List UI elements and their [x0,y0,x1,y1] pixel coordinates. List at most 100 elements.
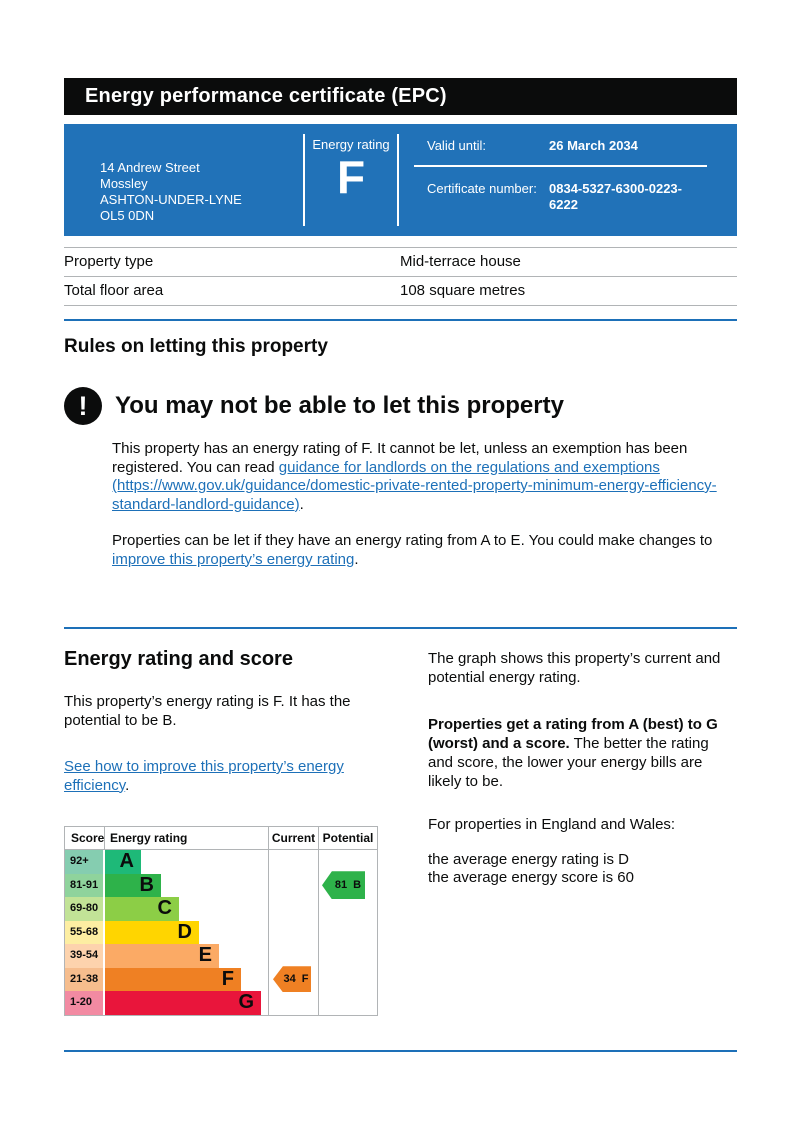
band-score-range: 69-80 [65,897,105,921]
potential-column-cell [319,921,377,945]
band-row-c: 69-80 C [65,897,377,921]
letting-para-1: This property has an energy rating of F.… [112,440,742,514]
england-wales-note: For properties in England and Wales: [428,816,676,833]
improve-paragraph-end: . [125,776,130,794]
chart-header-row: Score Energy rating Current Potential [65,827,377,850]
warning-body: This property has an energy rating of F.… [112,440,742,569]
rating-intro: This property’s energy rating is F. It h… [64,693,351,729]
band-bar-zone: F [105,967,269,991]
rating-section-title: Energy rating and score [64,648,293,670]
certificate-number-value: 0834-5327-6300-0223-6222 [549,181,682,212]
energy-rating-chart: Score Energy rating Current Potential 92+ A 81… [64,826,378,1016]
letting-para-1-end: . [299,495,304,513]
current-column-cell [269,991,319,1015]
band-bar-c: C [105,897,179,921]
table-row: Property type Mid-terrace house [64,247,737,277]
letting-para-2: Properties can be let if they have an en… [112,532,742,569]
improve-rating-link[interactable]: improve this property’s energy rating [112,550,355,568]
band-bar-f: F [105,967,241,991]
letting-para-2-text: Properties can be let if they have an en… [112,532,713,549]
certificate-summary-box: 14 Andrew Street Mossley ASHTON-UNDER-LY… [64,124,737,236]
letting-rules-title: Rules on letting this property [64,336,328,357]
valid-until-label: Valid until: [427,138,487,153]
average-score: the average energy score is 60 [428,869,634,886]
band-row-e: 39-54 E [65,944,377,968]
section-rule [64,627,737,629]
band-row-a: 92+ A [65,850,377,874]
band-score-range: 21-38 [65,967,105,991]
current-column-cell: 34 F [269,966,319,993]
address-line-4: OL5 0DN [100,208,155,223]
potential-column-cell: 81 B [319,871,377,900]
chart-header-score: Score [65,827,105,849]
certificate-number-label: Certificate number: [427,181,537,196]
band-bar-a: A [105,850,141,874]
current-rating-arrow: 34 F [273,966,311,993]
meta-divider [414,165,707,167]
band-bar-zone: G [105,991,269,1015]
potential-rating-arrow-score: 81 [334,879,348,892]
current-column-cell [269,897,319,921]
rating-explainer-bold: Properties get a rating from A (best) to… [428,716,718,752]
potential-rating-arrow-letter: B [353,879,362,892]
band-bar-zone: C [105,897,269,921]
exclamation-icon: ! [64,387,102,425]
rating-left-column: Energy rating and score This property’s … [64,629,394,1016]
page-title: Energy performance certificate (EPC) [85,85,447,107]
current-column-cell [269,944,319,968]
improve-efficiency-link[interactable]: See how to improve this property’s energ… [64,758,344,794]
current-column-cell [269,850,319,874]
letting-para-2-end: . [354,550,359,568]
potential-column-cell [319,850,377,874]
page-title-bar: Energy performance certificate (EPC) [64,78,737,115]
potential-column-cell [319,968,377,992]
bottom-rule [64,1049,737,1052]
landlord-guidance-link[interactable]: guidance for landlords on the regulation… [112,458,717,513]
current-column-cell [269,873,319,897]
average-rating: the average energy rating is D [428,851,629,868]
rating-explainer: Properties get a rating from A (best) to… [428,715,737,791]
floor-area-value: 108 square metres [400,282,526,299]
current-rating-arrow-score: 34 [283,973,296,986]
energy-rating-label: Energy rating [312,137,390,152]
rating-right-column: The graph shows this property’s current … [428,629,737,1016]
potential-column-cell [319,944,377,968]
band-row-b: 81-91 B 81 B [65,871,377,900]
address-line-3: ASHTON-UNDER-LYNE [100,192,242,207]
band-bar-zone: B [105,873,269,897]
certificate-meta: Valid until: 26 March 2034 Certificate n… [399,124,737,236]
band-bar-zone: A [105,850,269,874]
band-row-d: 55-68 D [65,920,377,945]
potential-column-cell [319,991,377,1015]
band-bar-d: D [105,920,199,944]
band-score-range: 81-91 [65,873,105,897]
property-facts-table: Property type Mid-terrace house Total fl… [64,247,737,306]
property-type-label: Property type [64,253,154,270]
improve-paragraph: See how to improve this property’s energ… [64,758,394,795]
epc-document: Energy performance certificate (EPC) 14 … [64,78,742,1052]
band-row-g: 1-20 G [65,991,377,1015]
band-bar-e: E [105,944,219,968]
table-row: Total floor area 108 square metres [64,277,737,306]
graph-intro: The graph shows this property’s current … [428,650,721,686]
address-line-2: Mossley [100,176,148,191]
potential-rating-arrow: 81 B [322,871,365,900]
rating-section: Energy rating and score This property’s … [64,629,737,1016]
current-column-cell [269,920,319,944]
band-score-range: 39-54 [65,944,105,968]
band-bar-zone: D [105,920,269,944]
chart-header-energy-rating: Energy rating [105,827,269,849]
warning-title: You may not be able to let this property [115,392,564,419]
valid-until-row: Valid until: 26 March 2034 [427,138,707,154]
warning-header: ! You may not be able to let this proper… [64,387,737,425]
floor-area-label: Total floor area [64,282,164,299]
chart-header-current: Current [269,827,319,849]
rating-explainer-rest: The better the rating and score, the low… [428,735,709,790]
band-score-range: 92+ [65,850,105,874]
energy-rating-block: Energy rating F [305,124,397,236]
valid-until-value: 26 March 2034 [549,138,638,153]
band-score-range: 55-68 [65,920,105,944]
band-bar-zone: E [105,944,269,968]
property-address: 14 Andrew Street Mossley ASHTON-UNDER-LY… [64,124,303,236]
